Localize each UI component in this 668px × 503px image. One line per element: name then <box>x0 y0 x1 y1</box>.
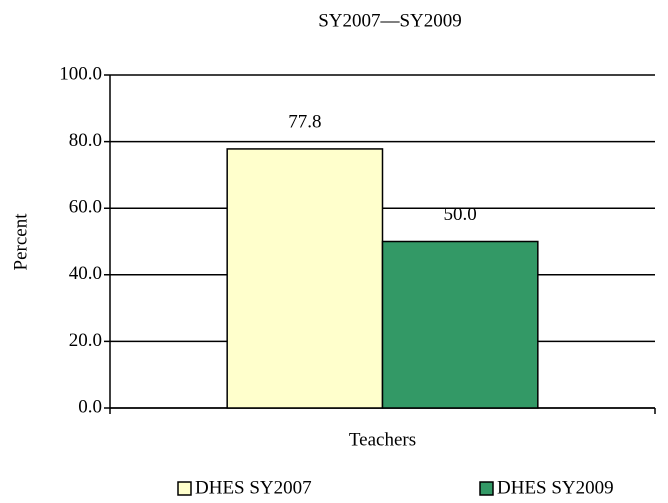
y-axis-label: Percent <box>10 213 31 271</box>
y-tick-label: 0.0 <box>78 396 102 417</box>
y-tick-label: 20.0 <box>69 330 102 351</box>
y-tick-label: 80.0 <box>69 130 102 151</box>
x-tick-label: Teachers <box>349 429 416 450</box>
legend-label: DHES SY2009 <box>497 477 614 498</box>
bar <box>381 240 539 409</box>
bar <box>226 148 384 409</box>
data-label: 77.8 <box>288 111 321 132</box>
data-label: 50.0 <box>444 204 477 225</box>
legend-swatch <box>177 481 192 496</box>
chart-title: SY2007—SY2009 <box>318 10 462 31</box>
y-tick-label: 60.0 <box>69 197 102 218</box>
y-tick-label: 40.0 <box>69 263 102 284</box>
y-tick-label: 100.0 <box>59 63 102 84</box>
legend-label: DHES SY2007 <box>195 477 312 498</box>
legend-swatch <box>479 481 494 496</box>
